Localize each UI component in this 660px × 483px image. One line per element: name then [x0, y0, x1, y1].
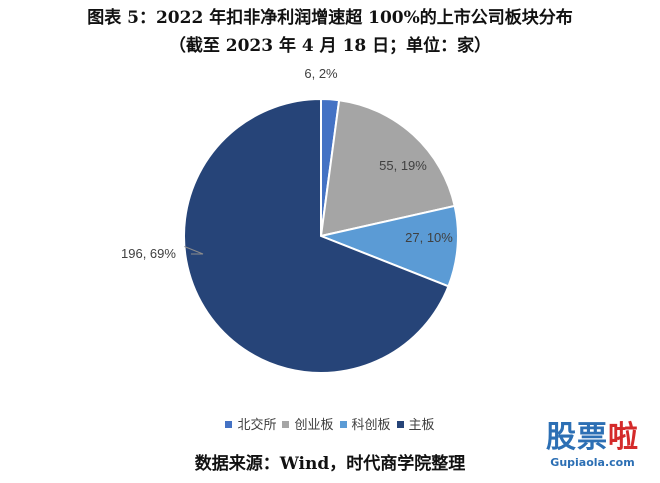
legend-label: 主板	[408, 418, 435, 433]
watermark-text-accent: 啦	[608, 420, 639, 455]
slice-label: 27, 10%	[405, 230, 453, 245]
chart-legend: 北交所 创业板 科创板 主板	[0, 414, 660, 433]
legend-swatch	[396, 421, 404, 428]
chart-subtitle: （截至 2023 年 4 月 18 日；单位：家）	[168, 36, 492, 56]
watermark-url: Gupiaola.com	[550, 456, 635, 469]
legend-item: 创业板	[282, 414, 334, 433]
legend-label: 科创板	[351, 418, 391, 433]
pie-slice	[319, 99, 456, 238]
legend-label: 北交所	[237, 418, 277, 433]
legend-item: 北交所	[225, 414, 276, 433]
legend-item: 科创板	[339, 414, 391, 433]
legend-swatch	[225, 421, 233, 428]
slice-label: 196, 69%	[121, 246, 176, 261]
watermark-logo: 股票啦 Gupiaola.com	[535, 420, 650, 480]
legend-label: 创业板	[294, 418, 334, 433]
leader-line	[184, 246, 204, 255]
data-source: 数据来源：Wind，时代商学院整理	[194, 454, 466, 474]
watermark-text: 股票	[546, 420, 608, 455]
slice-label: 6, 2%	[304, 66, 338, 81]
slice-label: 55, 19%	[379, 158, 427, 173]
legend-item: 主板	[396, 414, 435, 433]
pie-chart: 6, 2% 55, 19% 27, 10% 196, 69%	[121, 66, 459, 374]
chart-title: 图表 5：2022 年扣非净利润增速超 100%的上市公司板块分布	[87, 8, 573, 28]
pie-slice	[182, 97, 450, 374]
legend-swatch	[282, 421, 290, 428]
pie-slice	[317, 204, 459, 288]
legend-swatch	[339, 421, 347, 428]
